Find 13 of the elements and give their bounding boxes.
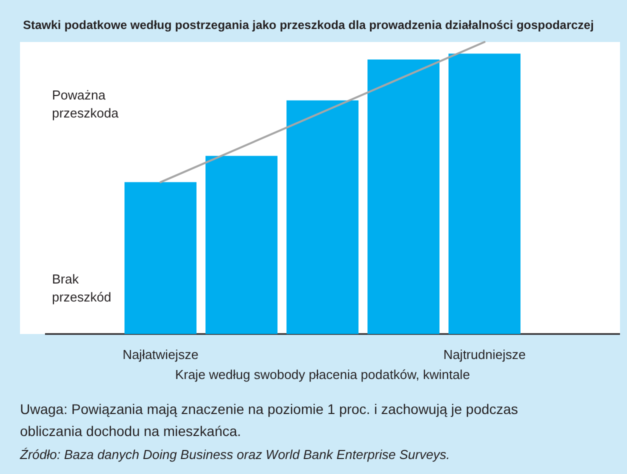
bar (286, 100, 358, 334)
chart-title: Stawki podatkowe według postrzegania jako przeszkoda dla prowadzenia działalności gospodarczej (23, 18, 594, 32)
text: Źródło: Baza danych Doing Business oraz World Bank Enterprise Surveys. (19, 447, 450, 462)
bar (368, 60, 440, 334)
bar (448, 54, 520, 334)
text: Brak przeszkód (52, 272, 112, 304)
x-tick-label: Najtrudniejsze (443, 347, 526, 362)
bar (206, 156, 278, 334)
x-axis-title: Kraje według swobody płacenia podatków, kwintale (175, 367, 470, 382)
bar (124, 182, 196, 334)
text: Uwaga: Powiązania mają znaczenie na poziomie 1 proc. i zachowują je podczas obliczania dochodu na mieszkańca. (20, 401, 518, 439)
text: Poważna przeszkoda (52, 88, 120, 120)
x-tick-label: Najłatwiejsze (122, 347, 198, 362)
